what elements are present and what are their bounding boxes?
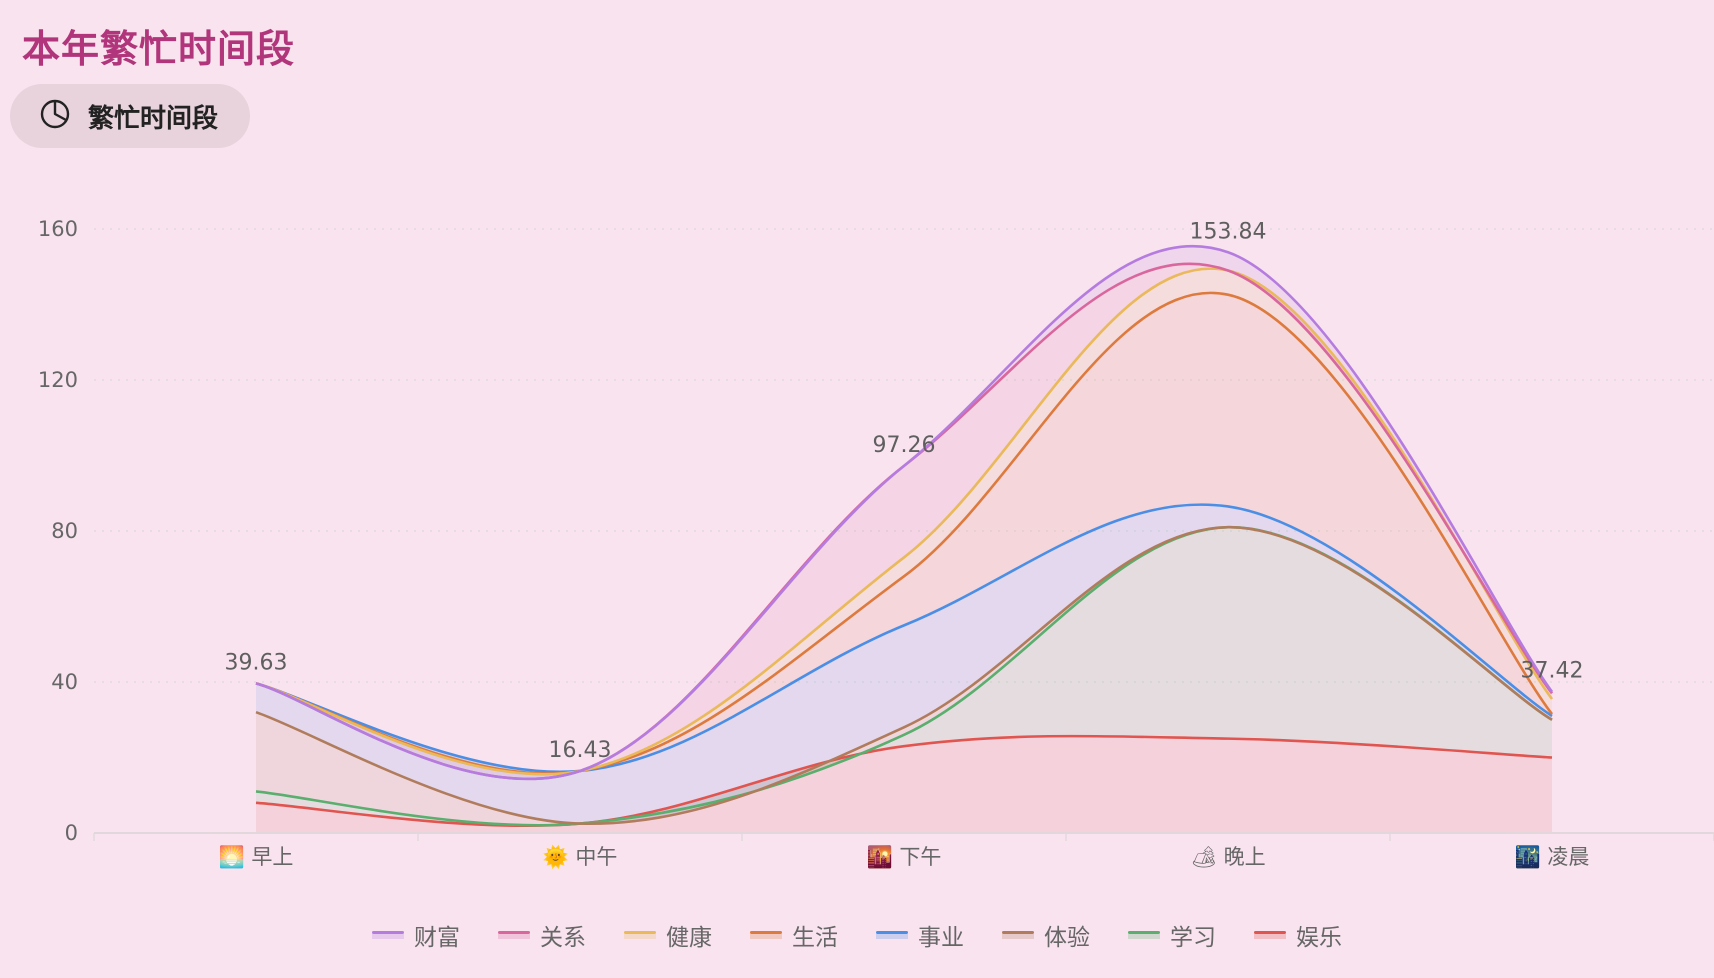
area-体验 <box>256 527 1552 826</box>
pie-chart-icon <box>38 97 72 136</box>
stacked-area-chart: 0 40 80 120 160 🌅 早上 🌞 中午 🌇 下午 🏕 晚上 🌃 凌晨 39.63 16… <box>38 217 1714 870</box>
area-学习 <box>256 527 1552 826</box>
total-label: 16.43 <box>549 738 612 763</box>
legend-line-icon <box>1128 931 1160 939</box>
series-lines[interactable] <box>255 244 1554 828</box>
y-gridlines <box>94 228 1714 683</box>
legend-item-财富[interactable]: 财富 <box>372 918 460 952</box>
legend-line-icon <box>1002 931 1034 939</box>
legend-line-icon <box>498 931 530 939</box>
legend-label: 娱乐 <box>1296 925 1342 951</box>
legend-label: 生活 <box>792 925 838 951</box>
total-label: 153.84 <box>1190 219 1267 244</box>
area-事业 <box>256 504 1552 824</box>
line-财富[interactable] <box>255 244 1554 781</box>
y-tick-label: 120 <box>38 368 78 392</box>
legend-line-icon <box>372 931 404 939</box>
x-axis: 🌅 早上 🌞 中午 🌇 下午 🏕 晚上 🌃 凌晨 <box>93 832 1714 870</box>
page-title: 本年繁忙时间段 <box>22 27 296 71</box>
y-tick-label: 80 <box>51 519 78 543</box>
x-tick-label: 🌃 凌晨 <box>1515 844 1590 869</box>
legend-line-icon <box>876 931 908 939</box>
legend-line-icon <box>1254 931 1286 939</box>
area-关系 <box>256 263 1552 779</box>
pill-label: 繁忙时间段 <box>88 103 219 134</box>
area-生活 <box>256 292 1552 774</box>
legend-item-学习[interactable]: 学习 <box>1128 918 1216 952</box>
busy-period-tab-button[interactable]: 繁忙时间段 <box>10 84 250 148</box>
line-娱乐[interactable] <box>255 734 1553 828</box>
legend-item-健康[interactable]: 健康 <box>624 918 712 952</box>
legend-label: 体验 <box>1044 925 1090 951</box>
y-tick-label: 160 <box>38 217 78 241</box>
total-label: 39.63 <box>225 650 288 675</box>
total-label: 37.42 <box>1521 659 1584 684</box>
legend-label: 关系 <box>540 925 586 951</box>
x-tick-label: 🏕 晚上 <box>1190 845 1265 869</box>
legend-line-icon <box>624 931 656 939</box>
x-tick-label: 🌅 早上 <box>219 844 294 869</box>
legend-label: 学习 <box>1170 925 1216 951</box>
legend-label: 财富 <box>414 925 460 951</box>
y-tick-label: 40 <box>51 670 78 694</box>
total-label: 97.26 <box>873 433 936 458</box>
line-健康[interactable] <box>255 267 1554 776</box>
line-生活[interactable] <box>255 291 1554 775</box>
area-娱乐 <box>256 736 1552 833</box>
legend-item-体验[interactable]: 体验 <box>1002 918 1090 952</box>
legend-item-关系[interactable]: 关系 <box>498 918 586 952</box>
line-事业[interactable] <box>255 503 1553 774</box>
legend-item-娱乐[interactable]: 娱乐 <box>1254 918 1342 952</box>
chart-legend: 财富 关系 健康 生活 事业 体验 学习 娱乐 <box>0 918 1714 952</box>
legend-line-icon <box>750 931 782 939</box>
legend-label: 健康 <box>666 925 712 951</box>
y-tick-label: 0 <box>65 821 78 845</box>
legend-item-事业[interactable]: 事业 <box>876 918 964 952</box>
x-tick-label: 🌇 下午 <box>867 844 942 869</box>
total-value-labels: 39.63 16.43 97.26 153.84 37.42 <box>225 219 1584 763</box>
legend-item-生活[interactable]: 生活 <box>750 918 838 952</box>
line-体验[interactable] <box>255 525 1553 825</box>
legend-label: 事业 <box>918 925 964 951</box>
x-tick-label: 🌞 中午 <box>543 844 618 870</box>
y-axis: 0 40 80 120 160 <box>38 217 78 845</box>
series-areas <box>256 246 1552 833</box>
